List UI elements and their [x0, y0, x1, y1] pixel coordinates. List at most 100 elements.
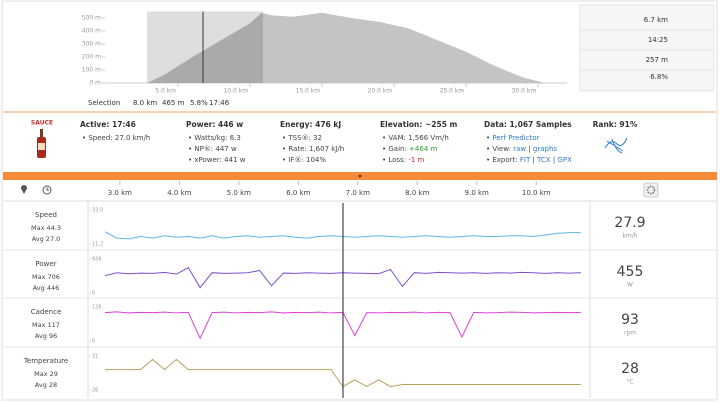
bottle-icon: [37, 129, 46, 158]
selection-time: 17:46: [209, 99, 230, 107]
y-tick-label: 26: [92, 388, 98, 394]
stream-max: Max 29: [34, 370, 58, 378]
logo: SAUCE: [31, 120, 53, 127]
stream-avg: Avg 27.0: [32, 235, 61, 243]
stat-title: Active: 17:46: [80, 120, 136, 129]
stat-item: • VAM: 1,566 Vm/h: [382, 134, 449, 142]
text: |: [551, 156, 558, 164]
stream-avg: Avg 446: [33, 284, 60, 292]
x-tick-label: 5.0 km: [227, 189, 251, 197]
text: • TSS®: 32: [282, 134, 322, 142]
x-tick-label: 8.0 km: [405, 189, 429, 197]
cursor-time: 14:25: [648, 36, 668, 44]
text: •: [486, 134, 492, 142]
current-unit: rpm: [624, 330, 636, 337]
y-tick-label: 0: [92, 339, 95, 345]
y-tick-label: 500 m: [82, 15, 101, 22]
stat-item: • Watts/kg: 6.3: [188, 134, 241, 142]
link[interactable]: TCX: [536, 156, 551, 164]
link[interactable]: raw: [513, 145, 526, 153]
cursor-grade: 6.8%: [650, 73, 668, 81]
y-tick-label: 100 m: [82, 67, 101, 74]
selection-grade: 5.8%: [190, 99, 208, 107]
y-tick-label: 11.2: [92, 242, 103, 248]
stat-item: • xPower: 441 w: [188, 156, 246, 164]
stream-max: Max 117: [32, 321, 60, 329]
y-tick-label: 938: [92, 257, 102, 263]
selection-label: Selection: [88, 99, 120, 107]
text: -1 m: [408, 156, 424, 164]
current-unit: °C: [626, 379, 633, 386]
x-tick-label: 20.0 km: [368, 88, 393, 95]
y-tick-label: 31: [92, 354, 98, 360]
x-tick-label: 6.0 km: [286, 189, 310, 197]
text: +464 m: [409, 145, 437, 153]
y-tick-label: 0 m: [89, 80, 101, 87]
current-value: 27.9: [614, 215, 645, 231]
text: • IF®: 104%: [282, 156, 326, 164]
settings-button[interactable]: [643, 182, 659, 198]
pin-button[interactable]: [21, 185, 27, 194]
y-tick-label: 126: [92, 305, 102, 311]
x-tick-label: 3.0 km: [108, 189, 132, 197]
clock-button[interactable]: [42, 185, 52, 195]
stream-name: Temperature: [23, 357, 68, 365]
link[interactable]: FIT: [520, 156, 531, 164]
stat-item: • IF®: 104%: [282, 156, 326, 164]
x-tick-label: 9.0 km: [465, 189, 489, 197]
cursor-distance: 6.7 km: [644, 16, 668, 24]
stat-item: • Loss: -1 m: [382, 156, 425, 164]
current-unit: km/h: [622, 233, 637, 240]
stat-item: • Gain: +464 m: [382, 145, 437, 153]
x-tick-label: 5.0 km: [155, 88, 176, 95]
cursor-elevation: 257 m: [646, 56, 669, 64]
y-tick-label: 33.0: [92, 208, 103, 214]
text: • NP®: 447 w: [188, 145, 237, 153]
text: |: [530, 156, 537, 164]
text: • Export:: [486, 156, 520, 164]
stream-name: Power: [35, 260, 56, 268]
x-tick-label: 25.0 km: [440, 88, 465, 95]
elevation-area: [147, 12, 546, 83]
stat-title: Elevation: ~255 m: [380, 120, 458, 129]
selection-highlight[interactable]: [147, 11, 263, 84]
current-value: 93: [621, 312, 639, 328]
text: • VAM: 1,566 Vm/h: [382, 134, 449, 142]
text: • Rate: 1,607 kJ/h: [282, 145, 344, 153]
stat-title: Data: 1,067 Samples: [484, 120, 572, 129]
x-tick-label: 10.0 km: [522, 189, 551, 197]
y-tick-label: 200 m: [82, 54, 101, 61]
text: • Loss:: [382, 156, 408, 164]
y-tick-label: 300 m: [82, 41, 101, 48]
current-value: 28: [621, 361, 639, 377]
stat-item: • Perf Predictor: [486, 134, 540, 142]
stat-item: • Export: FIT | TCX | GPX: [486, 156, 572, 164]
text: |: [526, 145, 533, 153]
current-value: 455: [617, 264, 644, 280]
text: • xPower: 441 w: [188, 156, 246, 164]
x-tick-label: 4.0 km: [167, 189, 191, 197]
stat-item: • Rate: 1,607 kJ/h: [282, 145, 344, 153]
stream-max: Max 706: [32, 273, 60, 281]
x-tick-label: 30.0 km: [512, 88, 537, 95]
link[interactable]: GPX: [557, 156, 572, 164]
stat-item: • NP®: 447 w: [188, 145, 237, 153]
text: • Watts/kg: 6.3: [188, 134, 241, 142]
current-unit: W: [627, 282, 633, 289]
stream-name: Cadence: [31, 308, 62, 316]
stat-item: • View: raw | graphs: [486, 145, 557, 153]
link[interactable]: Perf Predictor: [492, 134, 539, 142]
selection-elevation: 465 m: [162, 99, 185, 107]
rank-icon: [604, 137, 628, 154]
x-tick-label: 7.0 km: [346, 189, 370, 197]
x-tick-label: 10.0 km: [223, 88, 248, 95]
link[interactable]: graphs: [533, 145, 557, 153]
stat-item: • TSS®: 32: [282, 134, 322, 142]
text: • View:: [486, 145, 513, 153]
y-tick-label: 400 m: [82, 28, 101, 35]
selection-distance: 8.0 km: [133, 99, 157, 107]
x-tick-label: 15.0 km: [296, 88, 321, 95]
stream-name: Speed: [35, 211, 57, 219]
handle[interactable]: [358, 174, 362, 178]
